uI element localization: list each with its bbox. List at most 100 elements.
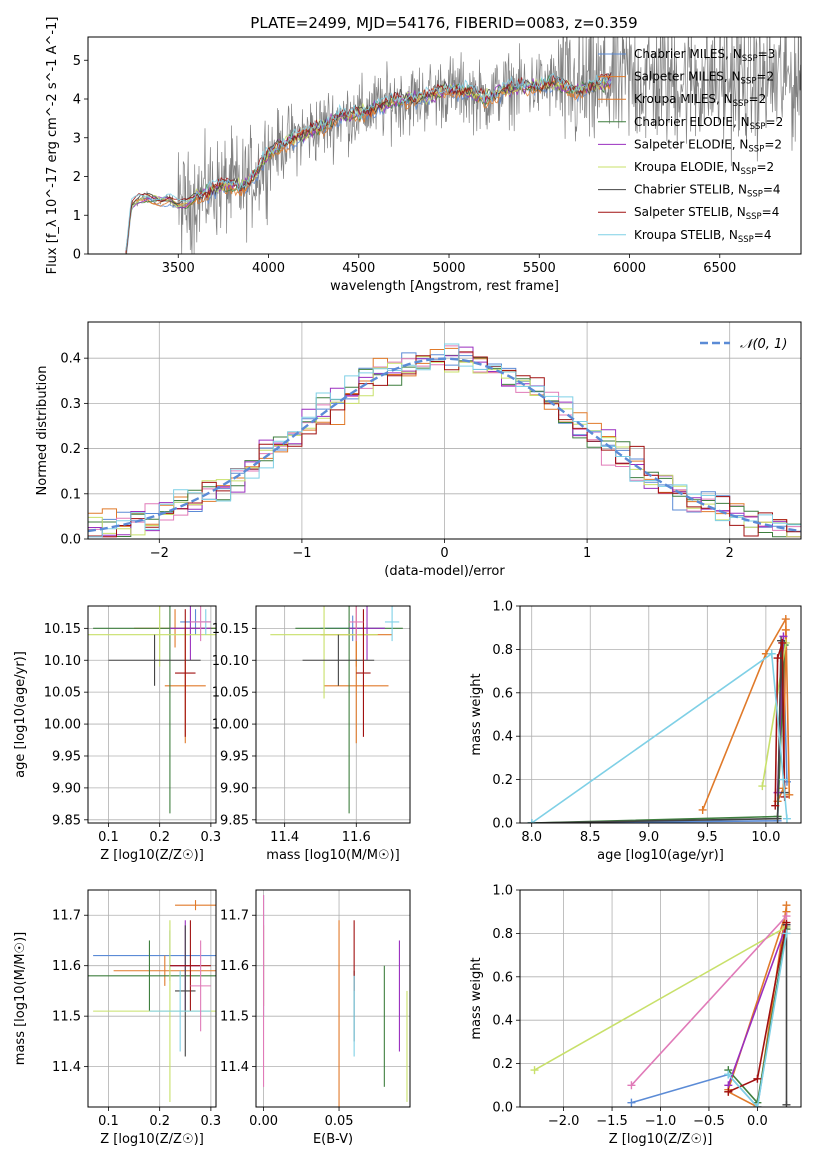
axes-frame bbox=[255, 889, 411, 1108]
legend-entry: Chabrier ELODIE, NSSP=2 bbox=[634, 115, 783, 132]
y-tick-label: 1 bbox=[73, 209, 81, 224]
weight-line bbox=[531, 652, 788, 823]
x-axis-label: Z [log10(Z/Z☉)] bbox=[100, 1132, 204, 1147]
weight-line bbox=[701, 616, 791, 811]
legend-suffix: =2 bbox=[756, 70, 774, 84]
y-axis-label: mass weight bbox=[469, 957, 484, 1039]
x-tick-label: 0.2 bbox=[149, 1114, 170, 1129]
legend-suffix: =4 bbox=[754, 228, 772, 242]
weight-marker bbox=[782, 929, 791, 938]
weight-marker bbox=[724, 1070, 733, 1079]
y-tick-label: 0.1 bbox=[60, 487, 81, 502]
panel-mass_vs_ebv: 0.00 0.05 11.4 11.5 11.6 11.7 E(B-V) bbox=[220, 889, 411, 1147]
x-tick-label: 0.3 bbox=[201, 830, 222, 845]
weight-line bbox=[727, 924, 788, 1086]
plot-area bbox=[88, 606, 216, 823]
panel-age_vs_Z: 0.1 0.2 0.3 9.85 9.90 9.95 10.00 10.05 10.10 10.1… bbox=[13, 605, 221, 863]
panel-weight_vs_Z: −2.0 −1.5 −1.0 −0.5 0.0 0.0 0.2 0.4 0.6 0.8 1.0 Z [… bbox=[469, 884, 802, 1147]
y-tick-label: 0.2 bbox=[60, 442, 81, 457]
y-tick-label: 0.0 bbox=[492, 817, 513, 832]
legend-entry: Kroupa ELODIE, NSSP=2 bbox=[634, 160, 774, 177]
y-tick-label: 11.4 bbox=[220, 1060, 249, 1075]
y-tick-label: 0 bbox=[73, 248, 81, 263]
legend-suffix: =4 bbox=[763, 183, 781, 197]
ticks: 0.1 0.2 0.3 9.85 9.90 9.95 10.00 10.05 10.10 10.1… bbox=[44, 622, 221, 845]
y-tick-label: 10.05 bbox=[44, 686, 81, 701]
x-axis-label: age [log10(age/yr)] bbox=[597, 848, 724, 863]
y-tick-label: 0.0 bbox=[60, 533, 81, 548]
y-tick-label: 3 bbox=[73, 131, 81, 146]
x-tick-label: 0.1 bbox=[98, 830, 119, 845]
legend-entry: Salpeter MILES, NSSP=2 bbox=[634, 70, 774, 87]
histogram-legend: 𝒩(0, 1) bbox=[700, 337, 787, 352]
y-tick-label: 9.90 bbox=[52, 781, 81, 796]
x-tick-label: 4000 bbox=[252, 261, 285, 276]
weight-marker bbox=[758, 782, 767, 791]
y-tick-label: 11.4 bbox=[52, 1060, 81, 1075]
weight-line bbox=[774, 642, 786, 806]
panel-weight_vs_age: 8.0 8.5 9.0 9.5 10.0 0.0 0.2 0.4 0.6 0.8 1.0 age [l… bbox=[469, 600, 802, 863]
weight-marker bbox=[779, 775, 788, 784]
legend-subscript: SSP bbox=[741, 77, 757, 87]
y-axis-label: mass weight bbox=[469, 673, 484, 755]
legend-suffix: =2 bbox=[764, 137, 782, 151]
y-axis-label: age [log10(age/yr)] bbox=[13, 651, 28, 778]
legend-subscript: SSP bbox=[746, 212, 762, 222]
x-tick-label: 2 bbox=[726, 546, 734, 561]
ticks: 0.00 0.05 11.4 11.5 11.6 11.7 bbox=[220, 909, 353, 1129]
y-tick-label: 11.6 bbox=[220, 959, 249, 974]
weight-marker bbox=[782, 1100, 791, 1107]
weight-marker bbox=[782, 814, 791, 823]
y-tick-label: 0.8 bbox=[492, 643, 513, 658]
x-tick-label: 0.1 bbox=[98, 1114, 119, 1129]
x-tick-label: 6500 bbox=[703, 261, 736, 276]
x-tick-label: 11.4 bbox=[270, 830, 299, 845]
weight-marker bbox=[779, 632, 788, 641]
model-spectrum-line bbox=[125, 74, 612, 252]
x-tick-label: 5500 bbox=[523, 261, 556, 276]
legend-suffix: =2 bbox=[749, 92, 767, 106]
axes-frame bbox=[87, 36, 802, 255]
x-tick-label: −2 bbox=[150, 546, 169, 561]
y-tick-label: 11.5 bbox=[52, 1010, 81, 1025]
weight-marker bbox=[530, 1066, 539, 1075]
weight-marker bbox=[753, 1103, 762, 1107]
panel-mass_vs_Z: 0.1 0.2 0.3 11.4 11.5 11.6 11.7 Z [log10(Z/Z☉)]… bbox=[13, 889, 221, 1147]
plot-area bbox=[256, 890, 410, 1107]
histogram-step-line bbox=[88, 343, 801, 538]
weight-marker bbox=[778, 638, 787, 647]
y-tick-label: 9.95 bbox=[52, 749, 81, 764]
figure-title: PLATE=2499, MJD=54176, FIBERID=0083, z=0… bbox=[250, 14, 637, 32]
axes-frame bbox=[87, 321, 802, 540]
y-tick-label: 0.2 bbox=[492, 773, 513, 788]
legend-suffix: =4 bbox=[762, 205, 780, 219]
x-tick-label: 0.0 bbox=[747, 1114, 768, 1129]
y-tick-label: 10.10 bbox=[44, 654, 81, 669]
legend-entry: Salpeter ELODIE, NSSP=2 bbox=[634, 137, 782, 154]
weight-marker bbox=[724, 1087, 733, 1096]
x-tick-label: 3500 bbox=[162, 261, 195, 276]
y-tick-label: 10.10 bbox=[212, 654, 249, 669]
x-tick-label: 8.5 bbox=[580, 830, 601, 845]
ticks: 3500 4000 4500 5000 5500 6000 6500 0 1 2 3 4 5 bbox=[73, 54, 737, 276]
weight-line bbox=[630, 915, 788, 1086]
legend-subscript: SSP bbox=[733, 99, 749, 109]
weight-marker bbox=[627, 1098, 636, 1107]
x-axis-label: (data-model)/error bbox=[384, 564, 505, 579]
spectrum-legend: Chabrier MILES, NSSP=3 Salpeter MILES, NS… bbox=[598, 47, 783, 245]
y-tick-label: 4 bbox=[73, 93, 81, 108]
weight-line bbox=[534, 926, 787, 1071]
model-spectrum-line bbox=[125, 72, 612, 251]
ticks: 11.4 11.6 9.85 9.90 9.95 10.00 10.05 10.10 10.15 bbox=[212, 622, 371, 845]
plot-area bbox=[520, 890, 801, 1107]
legend-subscript: SSP bbox=[750, 122, 766, 132]
weight-marker bbox=[782, 912, 791, 921]
panel-age_vs_mass: 11.4 11.6 9.85 9.90 9.95 10.00 10.05 10.10 10.15… bbox=[212, 605, 411, 863]
y-tick-label: 0.3 bbox=[60, 397, 81, 412]
plot-area bbox=[88, 890, 216, 1107]
x-tick-label: 9.5 bbox=[697, 830, 718, 845]
y-tick-label: 11.7 bbox=[220, 909, 249, 924]
axes-frame bbox=[519, 889, 802, 1108]
y-tick-label: 9.85 bbox=[220, 813, 249, 828]
